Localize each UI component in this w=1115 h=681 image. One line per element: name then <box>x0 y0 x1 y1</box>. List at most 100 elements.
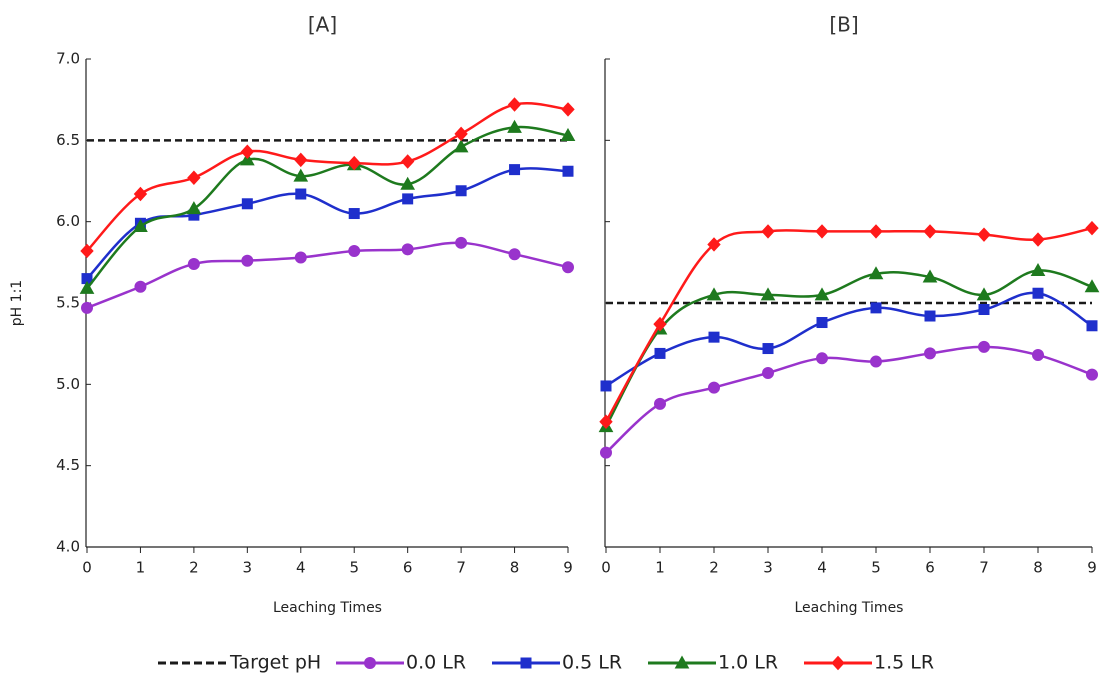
marker <box>455 236 468 249</box>
y-tick-label: 5.5 <box>56 294 80 312</box>
y-tick-label: 5.0 <box>56 375 80 393</box>
x-tick-label: 6 <box>403 559 413 577</box>
marker <box>1032 287 1044 299</box>
x-tick-label: 6 <box>925 559 935 577</box>
marker <box>187 257 200 270</box>
x-axis-label: Leaching Times <box>273 600 382 616</box>
marker <box>924 347 936 360</box>
series-line <box>604 226 1093 423</box>
marker <box>600 380 612 392</box>
marker <box>706 287 722 301</box>
marker <box>453 139 469 153</box>
x-tick-label: 9 <box>563 559 573 577</box>
marker <box>454 126 468 142</box>
marker <box>976 287 992 301</box>
marker <box>815 224 829 239</box>
x-tick-label: 8 <box>1033 559 1043 577</box>
marker <box>507 119 522 133</box>
series-line <box>605 345 1093 454</box>
x-axis-label: Leaching Times <box>795 600 904 616</box>
marker <box>239 152 255 166</box>
legend-label: 1.0 LR <box>718 652 778 674</box>
marker <box>293 168 309 182</box>
series-line <box>605 291 1093 388</box>
marker <box>561 102 575 117</box>
marker <box>347 155 361 171</box>
marker <box>708 381 720 394</box>
x-tick-label: 2 <box>709 559 719 577</box>
marker <box>1084 279 1100 293</box>
marker <box>1086 320 1098 332</box>
marker <box>81 301 93 314</box>
marker <box>348 208 360 220</box>
marker <box>507 97 522 112</box>
marker <box>762 343 774 355</box>
marker <box>600 446 612 459</box>
marker <box>831 655 845 671</box>
marker <box>240 144 255 159</box>
x-tick-label: 7 <box>456 559 466 577</box>
x-tick-label: 8 <box>510 559 520 577</box>
y-tick-label: 4.0 <box>56 538 80 556</box>
x-tick-label: 3 <box>243 559 253 577</box>
marker <box>1030 262 1046 276</box>
marker <box>520 657 532 669</box>
y-tick-label: 6.0 <box>56 212 80 230</box>
legend-label: Target pH <box>229 652 321 674</box>
x-tick-label: 1 <box>136 559 146 577</box>
series-line <box>86 125 569 290</box>
chart-title: [B] <box>829 13 858 37</box>
marker <box>400 176 416 190</box>
marker <box>870 302 882 314</box>
marker <box>133 186 148 202</box>
marker <box>1085 220 1099 236</box>
series-line <box>86 102 569 252</box>
marker <box>509 164 521 176</box>
marker <box>653 316 667 332</box>
x-tick-label: 3 <box>763 559 773 577</box>
marker <box>761 224 775 239</box>
x-tick-label: 0 <box>601 559 611 577</box>
marker <box>508 248 521 261</box>
marker <box>708 331 720 343</box>
marker <box>654 347 666 359</box>
legend-label: 0.0 LR <box>406 652 466 674</box>
marker <box>1032 349 1044 362</box>
marker <box>80 243 94 259</box>
x-tick-label: 9 <box>1087 559 1097 577</box>
legend-label: 1.5 LR <box>874 652 934 674</box>
marker <box>295 188 307 200</box>
marker <box>978 304 990 316</box>
y-axis-label: pH 1:1 <box>9 280 25 326</box>
x-tick-label: 0 <box>82 559 92 577</box>
marker <box>241 254 254 267</box>
marker <box>760 287 776 301</box>
marker <box>923 224 937 239</box>
marker <box>294 251 307 264</box>
marker <box>241 198 253 210</box>
marker <box>134 280 147 293</box>
marker <box>977 227 991 242</box>
x-tick-label: 5 <box>871 559 881 577</box>
marker <box>79 280 95 294</box>
marker <box>562 165 574 177</box>
marker <box>560 127 576 141</box>
series-line <box>604 269 1093 428</box>
x-tick-label: 4 <box>296 559 306 577</box>
marker <box>186 201 202 215</box>
x-tick-label: 7 <box>979 559 989 577</box>
marker <box>978 340 990 353</box>
x-tick-label: 4 <box>817 559 827 577</box>
marker <box>187 170 201 185</box>
x-tick-label: 2 <box>189 559 199 577</box>
y-tick-label: 7.0 <box>56 50 80 68</box>
marker <box>1031 232 1045 247</box>
marker <box>814 287 830 301</box>
y-tick-label: 4.5 <box>56 456 80 474</box>
marker <box>816 352 828 365</box>
marker <box>348 244 361 257</box>
marker <box>364 657 376 669</box>
legend-label: 0.5 LR <box>562 652 622 674</box>
